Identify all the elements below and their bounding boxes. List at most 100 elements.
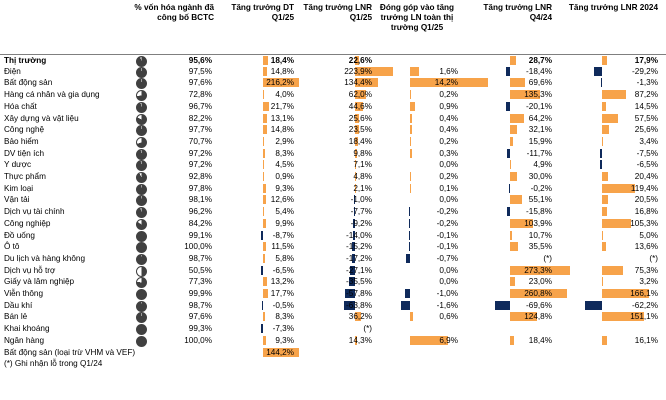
contrib-bar xyxy=(410,113,413,123)
q4-value: -20,1% xyxy=(526,101,552,111)
y24-bar xyxy=(602,172,608,181)
lnr-value: 9,8% xyxy=(353,148,372,158)
sector-name: Xây dựng và vật liệu xyxy=(4,113,79,123)
q4-value: -0,2% xyxy=(530,183,552,193)
y24-value: 20,4% xyxy=(634,172,658,181)
lnr-value: 44,6% xyxy=(348,101,372,111)
dt-bar xyxy=(262,300,263,310)
sector-name: Y dược xyxy=(4,160,32,170)
contrib-value: -0,1% xyxy=(436,242,458,252)
coverage-pie-icon xyxy=(136,324,147,336)
coverage-pie-icon xyxy=(136,242,147,254)
lnr-value: 134,4% xyxy=(344,78,372,88)
dt-value: 9,3% xyxy=(275,335,294,345)
q4-bar xyxy=(510,195,523,205)
lnr-bar xyxy=(350,265,355,275)
lnr-value: -35,5% xyxy=(346,277,372,287)
contrib-bar xyxy=(406,253,410,263)
pct-cap-value: 95,6% xyxy=(188,56,212,65)
contrib-value: 0,0% xyxy=(439,265,458,275)
dt-bar xyxy=(263,101,269,111)
q4-bar xyxy=(510,242,518,252)
y24-value: -7,5% xyxy=(636,148,658,158)
sector-name: Kim loại xyxy=(4,183,34,193)
table-row: Hàng cá nhân và gia dụng 72,8% 4,0% 62,0% 0,… xyxy=(0,89,666,102)
dt-value: 13,1% xyxy=(270,113,294,123)
q4-bar xyxy=(510,90,540,100)
y24-value: 3,4% xyxy=(639,136,658,146)
contrib-value: 1,6% xyxy=(439,66,458,76)
coverage-pie-icon xyxy=(136,335,147,347)
table-row: Bảo hiểm 70,7% 2,9% 18,4% 0,2% 15,9% 3,4% xyxy=(0,136,666,148)
contrib-value: 0,4% xyxy=(439,125,458,135)
dt-bar xyxy=(263,66,267,76)
lnr-value: -1,0% xyxy=(350,195,372,205)
dt-bar xyxy=(261,265,263,275)
dt-bar xyxy=(263,335,266,345)
dt-value: 17,7% xyxy=(270,289,294,298)
dt-value: 4,5% xyxy=(275,160,294,170)
lnr-bar xyxy=(352,242,355,252)
contrib-bar xyxy=(410,101,415,111)
pct-cap-value: 77,3% xyxy=(188,277,212,287)
dt-value: 8,3% xyxy=(275,312,294,322)
header-contribution: Đóng góp vào tăng trưởng LN toàn thị trư… xyxy=(379,3,455,32)
dt-bar xyxy=(261,324,263,334)
dt-bar xyxy=(263,183,266,193)
coverage-pie-icon xyxy=(136,253,147,265)
pct-cap-value: 72,8% xyxy=(188,90,212,100)
lnr-value: 62,0% xyxy=(348,90,372,100)
dt-value: 8,3% xyxy=(275,148,294,158)
y24-bar xyxy=(602,312,645,322)
q4-value: 103,9% xyxy=(524,218,552,228)
lnr-bar xyxy=(355,78,378,88)
pct-cap-value: 96,7% xyxy=(188,101,212,111)
q4-value: 64,2% xyxy=(528,113,552,123)
coverage-pie-icon xyxy=(136,101,147,113)
coverage-pie-icon xyxy=(136,230,147,242)
dt-value: 2,9% xyxy=(275,136,294,146)
coverage-pie-icon xyxy=(136,265,147,277)
coverage-pie-icon xyxy=(136,277,147,289)
q4-bar xyxy=(510,335,515,345)
lnr-bar xyxy=(355,101,363,111)
y24-value: 119,4% xyxy=(630,183,658,193)
lnr-bar xyxy=(355,335,358,345)
sector-name: Giấy và lâm nghiệp xyxy=(4,277,75,287)
y24-value: 57,5% xyxy=(634,113,658,123)
table-row: Công nghệ 97,7% 14,8% 23,5% 0,4% 32,1% 25,6% xyxy=(0,124,666,137)
pct-cap-value: 98,1% xyxy=(188,195,212,205)
dt-value: 216,2% xyxy=(266,78,294,88)
dt-bar xyxy=(263,148,266,158)
sector-name: Bất động sản xyxy=(4,78,53,88)
dt-bar xyxy=(263,56,268,65)
y24-bar xyxy=(602,242,606,252)
y24-bar xyxy=(599,148,602,158)
y24-bar xyxy=(602,335,607,345)
y24-value: 151,1% xyxy=(630,312,658,322)
q4-value: -11,7% xyxy=(526,148,552,158)
dt-value: -7,3% xyxy=(272,324,294,334)
y24-bar xyxy=(600,160,602,170)
lnr-value: 36,2% xyxy=(348,312,372,322)
lnr-bar xyxy=(353,207,355,217)
dt-value: -8,7% xyxy=(272,230,294,240)
pct-cap-value: 50,5% xyxy=(188,265,212,275)
pct-cap-value: 97,6% xyxy=(188,78,212,88)
lnr-value: -17,2% xyxy=(346,253,372,263)
sector-name: Ô tô xyxy=(4,242,20,252)
sector-name: Bất động sản (loại trừ VHM và VEF) xyxy=(4,347,136,357)
lnr-bar xyxy=(355,312,362,322)
contrib-bar xyxy=(410,90,412,100)
q4-bar xyxy=(510,136,514,146)
q4-value: 32,1% xyxy=(528,125,552,135)
dt-bar xyxy=(263,172,264,181)
q4-bar xyxy=(506,207,510,217)
y24-value: 3,2% xyxy=(639,277,658,287)
contrib-bar xyxy=(410,335,448,345)
q4-value: 10,7% xyxy=(528,230,552,240)
sector-name: Khai khoáng xyxy=(4,324,50,334)
dt-bar xyxy=(263,136,264,146)
contrib-value: -0,7% xyxy=(436,253,458,263)
